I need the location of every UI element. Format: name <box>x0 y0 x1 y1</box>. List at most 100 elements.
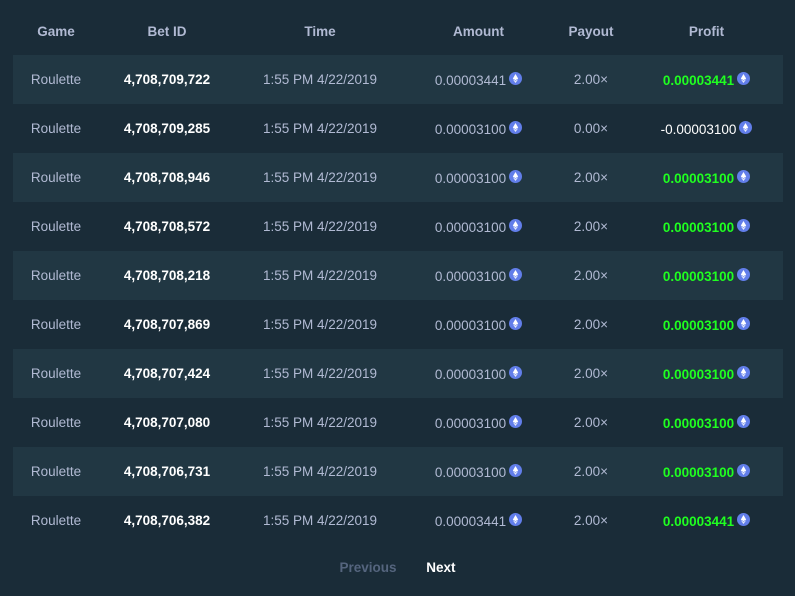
game-cell: Roulette <box>30 72 82 87</box>
game-cell: Roulette <box>30 464 82 479</box>
profit-value: 0.00003100 <box>662 170 735 186</box>
bet-id-cell[interactable]: 4,708,709,722 <box>123 72 211 87</box>
amount-value: 0.00003100 <box>434 464 507 480</box>
amount-cell: 0.00003100 <box>405 153 552 202</box>
header-profit: Profit <box>688 23 725 39</box>
ethereum-icon <box>509 268 523 282</box>
bet-id-cell[interactable]: 4,708,706,382 <box>123 513 211 528</box>
payout-cell: 2.00× <box>573 415 609 430</box>
ethereum-icon <box>737 268 751 282</box>
amount-value: 0.00003100 <box>434 121 507 137</box>
time-cell: 1:55 PM 4/22/2019 <box>262 219 378 234</box>
amount-cell: 0.00003100 <box>405 349 552 398</box>
time-cell: 1:55 PM 4/22/2019 <box>262 366 378 381</box>
previous-button[interactable]: Previous <box>339 560 397 575</box>
table-row[interactable]: Roulette 4,708,707,424 1:55 PM 4/22/2019 0.… <box>13 349 783 398</box>
profit-value: -0.00003100 <box>660 121 737 137</box>
profit-value: 0.00003100 <box>662 219 735 235</box>
table-header-row: Game Bet ID Time Amount Payout Profit <box>13 7 783 55</box>
amount-value: 0.00003100 <box>434 366 507 382</box>
table-row[interactable]: Roulette 4,708,708,218 1:55 PM 4/22/2019 0.… <box>13 251 783 300</box>
ethereum-icon <box>737 219 751 233</box>
ethereum-icon <box>509 464 523 478</box>
next-button[interactable]: Next <box>426 560 456 575</box>
time-cell: 1:55 PM 4/22/2019 <box>262 72 378 87</box>
amount-value: 0.00003100 <box>434 219 507 235</box>
game-cell: Roulette <box>30 513 82 528</box>
payout-cell: 2.00× <box>573 268 609 283</box>
payout-cell: 2.00× <box>573 464 609 479</box>
bet-id-cell[interactable]: 4,708,708,572 <box>123 219 211 234</box>
amount-cell: 0.00003441 <box>405 496 552 545</box>
profit-cell: -0.00003100 <box>630 104 783 153</box>
amount-cell: 0.00003441 <box>405 55 552 104</box>
ethereum-icon <box>509 513 523 527</box>
ethereum-icon <box>737 72 751 86</box>
ethereum-icon <box>737 366 751 380</box>
header-amount: Amount <box>453 23 504 39</box>
ethereum-icon <box>737 317 751 331</box>
profit-cell: 0.00003441 <box>630 496 783 545</box>
profit-cell: 0.00003100 <box>630 202 783 251</box>
ethereum-icon <box>509 121 523 135</box>
time-cell: 1:55 PM 4/22/2019 <box>262 268 378 283</box>
ethereum-icon <box>509 317 523 331</box>
bet-id-cell[interactable]: 4,708,706,731 <box>123 464 211 479</box>
profit-value: 0.00003441 <box>662 513 735 529</box>
payout-cell: 2.00× <box>573 513 609 528</box>
bet-id-cell[interactable]: 4,708,708,218 <box>123 268 211 283</box>
game-cell: Roulette <box>30 170 82 185</box>
amount-cell: 0.00003100 <box>405 447 552 496</box>
ethereum-icon <box>509 170 523 184</box>
game-cell: Roulette <box>30 317 82 332</box>
ethereum-icon <box>509 366 523 380</box>
profit-value: 0.00003100 <box>662 366 735 382</box>
table-row[interactable]: Roulette 4,708,706,731 1:55 PM 4/22/2019 0.… <box>13 447 783 496</box>
ethereum-icon <box>737 464 751 478</box>
table-row[interactable]: Roulette 4,708,708,946 1:55 PM 4/22/2019 0.… <box>13 153 783 202</box>
profit-cell: 0.00003100 <box>630 447 783 496</box>
payout-cell: 2.00× <box>573 72 609 87</box>
profit-cell: 0.00003100 <box>630 300 783 349</box>
amount-cell: 0.00003100 <box>405 104 552 153</box>
amount-value: 0.00003441 <box>434 513 507 529</box>
time-cell: 1:55 PM 4/22/2019 <box>262 121 378 136</box>
table-row[interactable]: Roulette 4,708,708,572 1:55 PM 4/22/2019 0.… <box>13 202 783 251</box>
time-cell: 1:55 PM 4/22/2019 <box>262 464 378 479</box>
bet-id-cell[interactable]: 4,708,708,946 <box>123 170 211 185</box>
amount-value: 0.00003441 <box>434 72 507 88</box>
header-payout: Payout <box>568 23 614 39</box>
header-bet-id: Bet ID <box>147 23 187 39</box>
game-cell: Roulette <box>30 219 82 234</box>
profit-value: 0.00003100 <box>662 268 735 284</box>
profit-value: 0.00003100 <box>662 317 735 333</box>
bet-id-cell[interactable]: 4,708,707,080 <box>123 415 211 430</box>
payout-cell: 2.00× <box>573 219 609 234</box>
ethereum-icon <box>509 415 523 429</box>
profit-cell: 0.00003100 <box>630 398 783 447</box>
table-row[interactable]: Roulette 4,708,706,382 1:55 PM 4/22/2019 0.… <box>13 496 783 545</box>
ethereum-icon <box>739 121 753 135</box>
amount-cell: 0.00003100 <box>405 300 552 349</box>
pagination: Previous Next <box>0 560 795 575</box>
amount-cell: 0.00003100 <box>405 398 552 447</box>
profit-cell: 0.00003100 <box>630 349 783 398</box>
bet-id-cell[interactable]: 4,708,709,285 <box>123 121 211 136</box>
game-cell: Roulette <box>30 415 82 430</box>
profit-cell: 0.00003441 <box>630 55 783 104</box>
table-row[interactable]: Roulette 4,708,709,722 1:55 PM 4/22/2019 0.… <box>13 55 783 104</box>
profit-cell: 0.00003100 <box>630 153 783 202</box>
profit-cell: 0.00003100 <box>630 251 783 300</box>
game-cell: Roulette <box>30 366 82 381</box>
table-row[interactable]: Roulette 4,708,707,869 1:55 PM 4/22/2019 0.… <box>13 300 783 349</box>
bets-table: Game Bet ID Time Amount Payout Profit Ro… <box>13 7 783 545</box>
amount-value: 0.00003100 <box>434 317 507 333</box>
amount-cell: 0.00003100 <box>405 251 552 300</box>
amount-value: 0.00003100 <box>434 268 507 284</box>
bet-id-cell[interactable]: 4,708,707,424 <box>123 366 211 381</box>
profit-value: 0.00003100 <box>662 415 735 431</box>
amount-value: 0.00003100 <box>434 170 507 186</box>
table-row[interactable]: Roulette 4,708,707,080 1:55 PM 4/22/2019 0.… <box>13 398 783 447</box>
table-row[interactable]: Roulette 4,708,709,285 1:55 PM 4/22/2019 0.… <box>13 104 783 153</box>
bet-id-cell[interactable]: 4,708,707,869 <box>123 317 211 332</box>
